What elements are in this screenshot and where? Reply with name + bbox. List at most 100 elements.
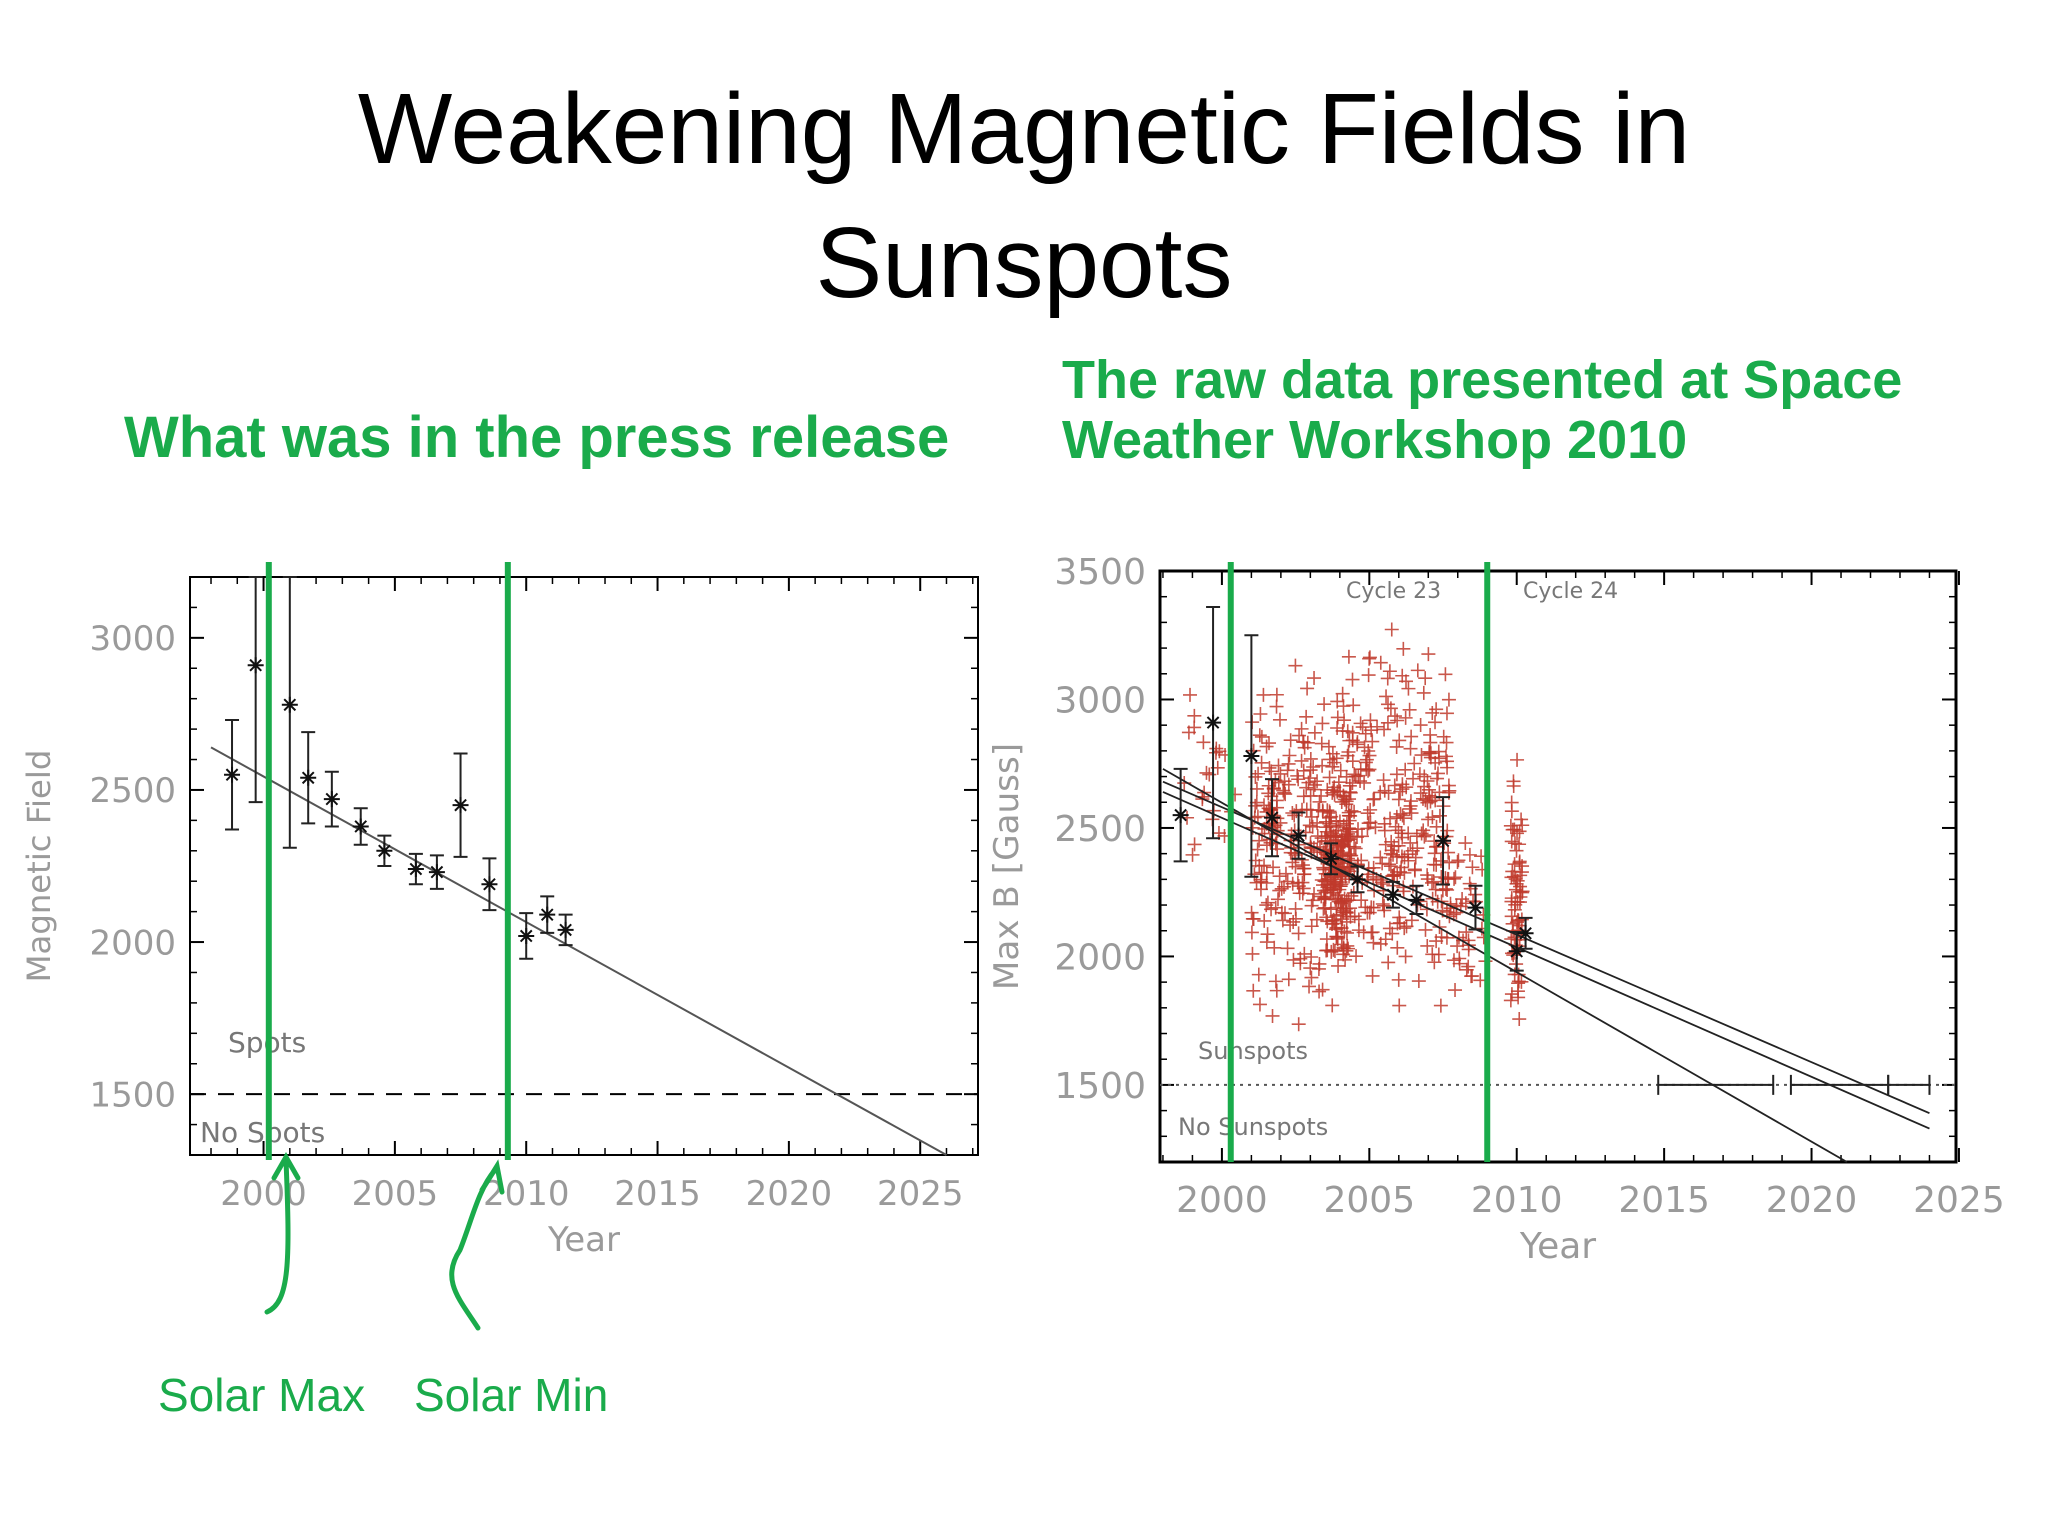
raw-point: [1395, 782, 1410, 797]
raw-point: [1512, 837, 1527, 852]
raw-point: [1389, 767, 1404, 782]
raw-point: [1429, 934, 1444, 949]
raw-point: [1329, 929, 1344, 944]
raw-point: [1291, 1017, 1306, 1032]
raw-point: [1342, 792, 1357, 807]
raw-point: [1373, 850, 1388, 865]
raw-point: [1347, 767, 1362, 782]
raw-point: [1183, 687, 1198, 702]
raw-point: [1326, 880, 1341, 895]
data-point: [1508, 943, 1525, 960]
raw-point: [1268, 974, 1283, 989]
raw-point: [1247, 867, 1262, 882]
raw-point: [1320, 782, 1335, 797]
raw-point: [1422, 746, 1437, 761]
raw-point: [1503, 993, 1518, 1008]
x-tick-label: 2005: [352, 1174, 439, 1214]
raw-point: [1390, 940, 1405, 955]
raw-point: [1354, 893, 1369, 908]
raw-point: [1335, 686, 1350, 701]
data-point: [300, 769, 317, 786]
raw-point: [1439, 749, 1453, 764]
data-point: [376, 842, 393, 859]
x-tick-label: 2000: [1176, 1180, 1268, 1221]
raw-point: [1269, 699, 1284, 714]
raw-point: [1340, 938, 1355, 953]
raw-point: [1187, 837, 1202, 852]
data-point: [407, 861, 424, 878]
raw-point: [1335, 903, 1350, 918]
solar-max-label: Solar Max: [158, 1369, 366, 1421]
raw-point: [1365, 734, 1380, 749]
raw-point: [1322, 816, 1337, 831]
annotation-arrows: [264, 1151, 505, 1331]
raw-point: [1291, 926, 1306, 941]
raw-point: [1376, 773, 1391, 788]
raw-point: [1345, 672, 1360, 687]
raw-point: [1325, 759, 1340, 774]
raw-point: [1366, 792, 1381, 807]
raw-point: [1459, 925, 1474, 940]
raw-point: [1309, 912, 1324, 927]
raw-point: [1377, 903, 1392, 918]
raw-point: [1254, 755, 1269, 770]
raw-point: [1393, 784, 1408, 799]
solar-min-arrow: [449, 1159, 505, 1331]
raw-point: [1388, 819, 1403, 834]
raw-point: [1385, 926, 1400, 941]
raw-point: [1281, 972, 1296, 987]
raw-point: [1350, 735, 1365, 750]
raw-point: [1413, 718, 1428, 733]
raw-point: [1361, 744, 1376, 759]
slide-title-line1: Weakening Magnetic Fields in: [357, 73, 1691, 185]
raw-point: [1428, 882, 1443, 897]
raw-point: [1315, 758, 1330, 773]
solar-min-label: Solar Min: [414, 1369, 609, 1421]
raw-point: [1306, 760, 1321, 775]
raw-point: [1267, 940, 1282, 955]
raw-point: [1507, 857, 1522, 872]
data-point: [1322, 850, 1339, 867]
x-tick-label: 2000: [220, 1174, 307, 1214]
x-axis-label: Year: [547, 1220, 620, 1260]
raw-point: [1418, 828, 1433, 843]
raw-point: [1393, 806, 1408, 821]
raw-point: [1319, 824, 1334, 839]
raw-point: [1395, 668, 1410, 683]
raw-point: [1408, 850, 1423, 865]
y-tick-label: 2000: [89, 923, 176, 963]
raw-point: [1330, 721, 1345, 736]
raw-point: [1377, 783, 1392, 798]
crossing-error-bar: [1657, 1074, 1775, 1095]
raw-point: [1346, 698, 1361, 713]
raw-point: [1293, 951, 1308, 966]
raw-point: [1246, 911, 1261, 926]
raw-point: [1416, 685, 1431, 700]
raw-point: [1380, 697, 1395, 712]
raw-point: [1429, 819, 1444, 834]
raw-point: [1286, 952, 1301, 967]
raw-point: [1283, 733, 1298, 748]
raw-point: [1291, 879, 1306, 894]
raw-point: [1428, 715, 1443, 730]
raw-point: [1421, 812, 1436, 827]
raw-point: [1349, 949, 1364, 964]
raw-point: [1353, 716, 1368, 731]
raw-point: [1199, 765, 1214, 780]
slide-title-line2: Sunspots: [815, 207, 1233, 319]
raw-point: [1401, 681, 1416, 696]
raw-point: [1514, 812, 1529, 827]
data-point: [1467, 899, 1484, 916]
raw-point: [1262, 760, 1277, 775]
raw-point: [1303, 803, 1318, 818]
raw-point: [1447, 871, 1462, 886]
raw-point: [1510, 873, 1525, 888]
raw-point: [1311, 961, 1326, 976]
raw-point: [1277, 879, 1292, 894]
raw-point: [1262, 736, 1277, 751]
raw-point: [1342, 733, 1357, 748]
raw-point: [1378, 932, 1393, 947]
raw-point: [1507, 836, 1522, 851]
raw-point: [1505, 864, 1520, 879]
raw-point: [1337, 924, 1352, 939]
